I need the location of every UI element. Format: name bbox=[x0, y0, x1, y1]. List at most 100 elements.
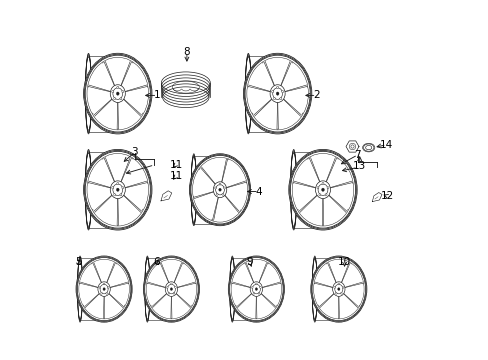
Ellipse shape bbox=[112, 186, 114, 189]
Ellipse shape bbox=[83, 149, 152, 230]
Ellipse shape bbox=[114, 194, 115, 196]
Ellipse shape bbox=[122, 90, 123, 93]
Ellipse shape bbox=[100, 284, 108, 294]
Text: 6: 6 bbox=[153, 257, 159, 267]
Ellipse shape bbox=[316, 186, 318, 189]
Ellipse shape bbox=[101, 292, 102, 294]
Text: 11: 11 bbox=[169, 171, 183, 181]
Ellipse shape bbox=[231, 259, 281, 319]
Ellipse shape bbox=[276, 86, 278, 89]
Text: 14: 14 bbox=[379, 140, 392, 150]
Ellipse shape bbox=[326, 186, 328, 189]
Ellipse shape bbox=[228, 257, 283, 321]
Ellipse shape bbox=[258, 292, 259, 294]
Ellipse shape bbox=[170, 283, 172, 285]
Ellipse shape bbox=[288, 149, 356, 230]
Ellipse shape bbox=[107, 287, 109, 288]
Ellipse shape bbox=[87, 153, 148, 226]
Ellipse shape bbox=[83, 53, 152, 134]
Ellipse shape bbox=[167, 284, 175, 294]
Ellipse shape bbox=[315, 181, 330, 199]
Text: 13: 13 bbox=[352, 161, 366, 171]
Ellipse shape bbox=[85, 151, 150, 228]
Ellipse shape bbox=[99, 287, 101, 288]
Ellipse shape bbox=[252, 292, 254, 294]
Ellipse shape bbox=[317, 184, 327, 195]
Ellipse shape bbox=[110, 181, 125, 199]
Ellipse shape bbox=[112, 90, 114, 93]
Ellipse shape bbox=[243, 53, 311, 134]
Ellipse shape bbox=[173, 292, 174, 294]
Ellipse shape bbox=[113, 184, 122, 195]
Ellipse shape bbox=[255, 288, 257, 291]
Ellipse shape bbox=[318, 194, 320, 196]
Ellipse shape bbox=[103, 283, 104, 285]
Ellipse shape bbox=[269, 85, 285, 103]
Ellipse shape bbox=[103, 288, 105, 291]
Ellipse shape bbox=[321, 188, 324, 191]
Ellipse shape bbox=[244, 54, 310, 133]
Ellipse shape bbox=[113, 88, 122, 99]
Text: 11: 11 bbox=[169, 159, 183, 170]
Text: 9: 9 bbox=[246, 257, 253, 267]
Ellipse shape bbox=[174, 287, 176, 288]
Ellipse shape bbox=[214, 187, 216, 189]
Ellipse shape bbox=[168, 292, 169, 294]
Ellipse shape bbox=[85, 55, 150, 132]
Ellipse shape bbox=[189, 154, 250, 226]
Ellipse shape bbox=[77, 257, 131, 321]
Ellipse shape bbox=[166, 287, 168, 288]
Ellipse shape bbox=[337, 288, 339, 291]
Ellipse shape bbox=[116, 92, 119, 95]
Ellipse shape bbox=[246, 57, 308, 130]
Ellipse shape bbox=[216, 193, 218, 195]
Ellipse shape bbox=[313, 259, 364, 319]
Ellipse shape bbox=[114, 98, 115, 100]
Text: 4: 4 bbox=[255, 186, 262, 197]
Ellipse shape bbox=[106, 292, 107, 294]
Ellipse shape bbox=[255, 283, 257, 285]
Ellipse shape bbox=[259, 287, 261, 288]
Ellipse shape bbox=[311, 257, 366, 321]
Ellipse shape bbox=[87, 57, 148, 130]
Ellipse shape bbox=[76, 256, 132, 322]
Ellipse shape bbox=[289, 150, 356, 229]
Ellipse shape bbox=[325, 194, 326, 196]
Ellipse shape bbox=[252, 284, 260, 294]
Ellipse shape bbox=[322, 183, 323, 185]
Ellipse shape bbox=[190, 155, 249, 225]
Ellipse shape bbox=[120, 194, 122, 196]
Ellipse shape bbox=[144, 257, 199, 321]
Ellipse shape bbox=[333, 287, 335, 288]
Ellipse shape bbox=[192, 157, 247, 222]
Ellipse shape bbox=[98, 282, 110, 296]
Ellipse shape bbox=[110, 85, 125, 103]
Ellipse shape bbox=[228, 256, 284, 322]
Ellipse shape bbox=[334, 284, 342, 294]
Ellipse shape bbox=[117, 86, 119, 89]
Ellipse shape bbox=[116, 188, 119, 191]
Ellipse shape bbox=[311, 257, 365, 321]
Ellipse shape bbox=[170, 288, 172, 291]
Ellipse shape bbox=[213, 182, 226, 198]
Ellipse shape bbox=[281, 90, 283, 93]
Ellipse shape bbox=[335, 292, 336, 294]
Ellipse shape bbox=[219, 183, 221, 185]
Ellipse shape bbox=[120, 98, 122, 100]
Ellipse shape bbox=[342, 287, 343, 288]
Ellipse shape bbox=[272, 88, 282, 99]
Ellipse shape bbox=[276, 92, 279, 95]
Ellipse shape bbox=[77, 257, 131, 321]
Ellipse shape bbox=[310, 256, 366, 322]
Ellipse shape bbox=[144, 257, 198, 321]
Ellipse shape bbox=[84, 54, 151, 133]
Ellipse shape bbox=[229, 257, 283, 321]
Ellipse shape bbox=[337, 283, 339, 285]
Ellipse shape bbox=[143, 256, 199, 322]
Text: 7: 7 bbox=[354, 150, 361, 160]
Ellipse shape bbox=[340, 292, 342, 294]
Text: 5: 5 bbox=[75, 257, 81, 267]
Ellipse shape bbox=[223, 187, 225, 189]
Ellipse shape bbox=[215, 185, 224, 195]
Ellipse shape bbox=[146, 259, 196, 319]
